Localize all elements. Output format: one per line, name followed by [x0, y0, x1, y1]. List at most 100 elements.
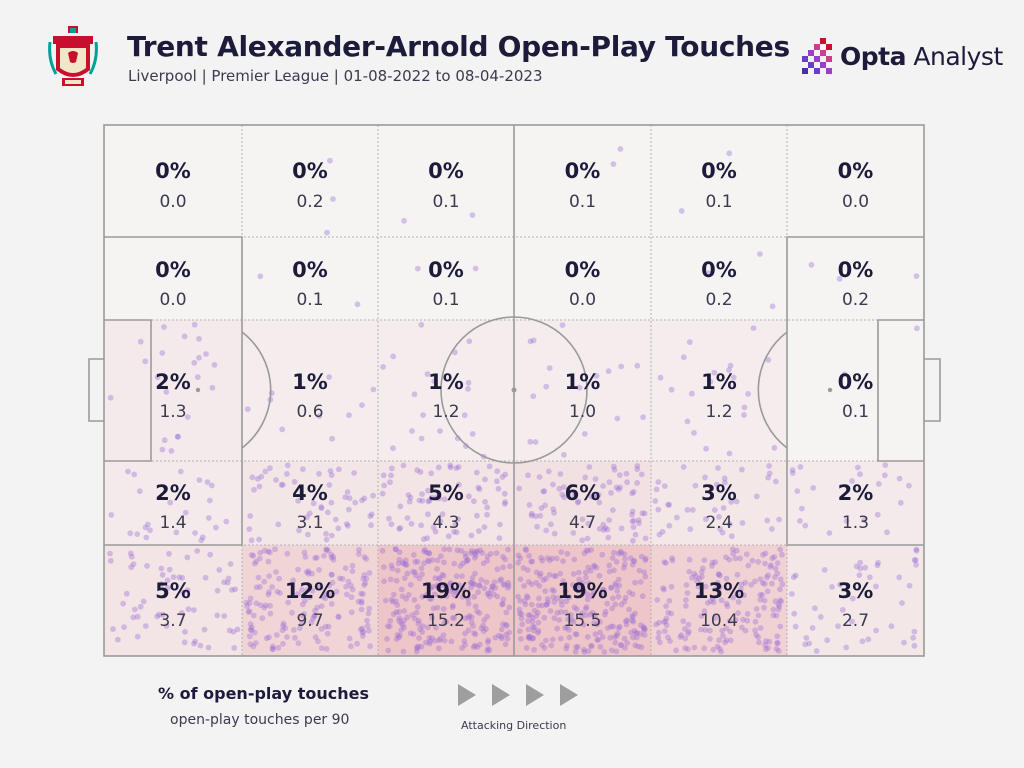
touch-dot [806, 640, 813, 647]
touch-dot [574, 499, 581, 506]
touch-dot [292, 634, 298, 641]
touch-dot [615, 576, 622, 583]
touch-dot [328, 532, 335, 539]
touch-dot [583, 604, 590, 610]
touch-dot [177, 468, 184, 475]
touch-dot [769, 555, 776, 562]
zone-per90-label: 1.2 [432, 402, 459, 422]
touch-dot [597, 618, 603, 625]
touch-dot [339, 575, 346, 582]
touch-dot [420, 412, 426, 418]
touch-dot [403, 595, 410, 602]
touch-dot [468, 619, 475, 626]
touch-dot [523, 645, 530, 651]
attacking-direction-label: Attacking Direction [461, 719, 567, 732]
touch-dot [265, 591, 272, 598]
touch-dot [464, 557, 471, 563]
touch-dot [716, 571, 722, 578]
touch-dot [269, 643, 276, 650]
touch-dot [355, 551, 362, 557]
touch-dot [524, 594, 531, 601]
touch-dot [209, 384, 216, 391]
touch-dot [549, 636, 556, 643]
touch-dot [387, 479, 393, 486]
touch-dot [656, 629, 662, 636]
touch-dot [774, 560, 781, 566]
touch-dot [726, 150, 733, 157]
touch-dot [642, 557, 649, 564]
touch-dot [534, 523, 540, 530]
touch-dot [397, 525, 404, 531]
touch-dot [277, 590, 283, 596]
touch-dot [691, 430, 697, 436]
touch-dot [330, 557, 337, 563]
touch-dot [459, 594, 466, 600]
touch-dot [541, 645, 548, 651]
touch-dot [702, 627, 709, 633]
touch-dot [227, 561, 234, 567]
touch-dot [888, 623, 895, 630]
touch-dot [762, 560, 768, 567]
touch-dot [418, 435, 425, 442]
touch-dot [612, 639, 619, 646]
touch-dot [441, 620, 448, 626]
touch-dot [419, 593, 426, 600]
touch-dot [348, 594, 355, 601]
touch-dot [727, 362, 734, 369]
touch-dot [168, 448, 175, 454]
touch-dot [642, 573, 649, 580]
touch-dot [388, 562, 395, 569]
touch-dot [386, 623, 393, 630]
touch-dot [503, 621, 509, 628]
touch-dot [859, 638, 866, 645]
touch-dot [613, 632, 620, 639]
zone-per90-label: 0.2 [296, 192, 323, 212]
touch-dot [303, 569, 310, 575]
touch-dot [797, 518, 803, 524]
touch-dot [615, 625, 622, 632]
touch-dot [729, 546, 736, 553]
touch-dot [328, 472, 335, 479]
touch-dots [107, 146, 920, 655]
touch-dot [682, 645, 688, 651]
opta-analyst-logo-icon [802, 38, 832, 74]
touch-dot [401, 608, 408, 614]
touch-dot [554, 609, 561, 616]
touch-dot [728, 499, 735, 505]
touch-dot [459, 560, 466, 567]
touch-dot [610, 507, 616, 513]
touch-dot [837, 581, 843, 588]
touch-dot [609, 595, 616, 602]
touch-dot [703, 516, 709, 523]
touch-dot [327, 157, 333, 164]
touch-dot [600, 587, 607, 593]
touch-dot [632, 610, 638, 617]
touch-dot [757, 251, 763, 257]
touch-dot [564, 550, 571, 557]
touch-dot [684, 418, 691, 425]
touch-dot [208, 482, 215, 489]
touch-dot [451, 615, 457, 621]
touch-dot [592, 612, 598, 619]
touch-dot [759, 592, 766, 598]
zone-per90-label: 1.3 [159, 402, 186, 422]
touch-dot [289, 609, 295, 616]
touch-dot [570, 571, 577, 577]
touch-dot [702, 474, 708, 481]
touch-dot [388, 521, 395, 528]
touch-dot [683, 582, 690, 588]
touch-dot [423, 549, 430, 556]
touch-dot [641, 569, 648, 575]
touch-dot [757, 625, 764, 631]
zone-pct-label: 0% [155, 159, 191, 183]
touch-dot [525, 579, 532, 585]
touch-dot [284, 471, 290, 477]
touch-dot [666, 522, 673, 529]
touch-dot [475, 484, 482, 491]
touch-dot [401, 575, 408, 581]
left-six-yard-box [104, 319, 152, 462]
touch-dot [640, 624, 647, 630]
touch-dot [181, 333, 188, 340]
touch-dot [466, 338, 473, 345]
touch-dot [730, 550, 737, 557]
